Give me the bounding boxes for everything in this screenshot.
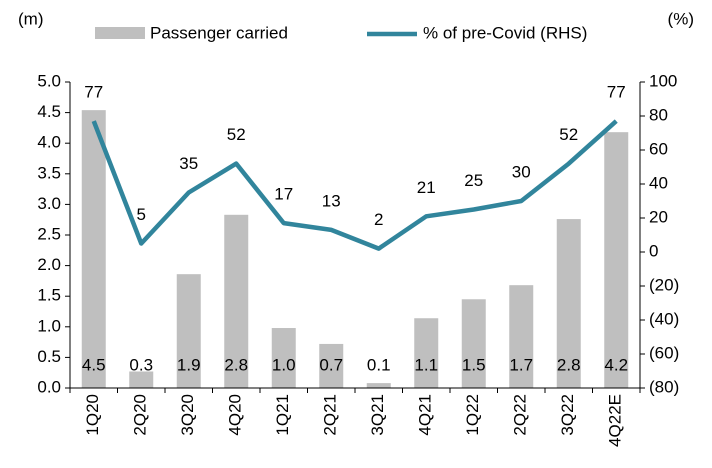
y2-tick-label: (60) xyxy=(649,343,679,362)
bar-value-label: 0.1 xyxy=(367,355,391,374)
x-tick-label: 2Q22 xyxy=(511,394,530,436)
y2-tick-label: (40) xyxy=(649,309,679,328)
line-value-label: 5 xyxy=(137,205,146,224)
y-tick-label: 1.0 xyxy=(37,316,61,335)
y2-tick-label: 80 xyxy=(649,105,668,124)
bar-value-label: 0.7 xyxy=(319,355,343,374)
y-tick-label: 4.5 xyxy=(37,102,61,121)
line-value-label: 13 xyxy=(322,191,341,210)
bar-value-label: 1.0 xyxy=(272,355,296,374)
bar-value-label: 1.5 xyxy=(462,355,486,374)
y-tick-label: 1.5 xyxy=(37,286,61,305)
line xyxy=(91,119,618,251)
y2-tick-label: (20) xyxy=(649,275,679,294)
line-value-label: 52 xyxy=(559,125,578,144)
legend-label: Passenger carried xyxy=(150,23,288,42)
bar xyxy=(556,219,581,388)
y2-tick-label: (80) xyxy=(649,377,679,396)
bar xyxy=(461,299,486,388)
bar-value-label: 2.8 xyxy=(224,355,248,374)
line-value-label: 52 xyxy=(227,125,246,144)
line-value-label: 30 xyxy=(512,162,531,181)
bar-value-label: 4.5 xyxy=(82,355,106,374)
y-tick-label: 3.5 xyxy=(37,163,61,182)
y2-tick-label: 20 xyxy=(649,207,668,226)
bar-value-label: 4.2 xyxy=(604,355,628,374)
bar xyxy=(271,328,296,388)
y-tick-label: 0.0 xyxy=(37,377,61,396)
x-tick-label: 2Q21 xyxy=(321,394,340,436)
x-tick-label: 3Q20 xyxy=(178,394,197,436)
bar xyxy=(366,383,391,388)
y-tick-label: 2.0 xyxy=(37,255,61,274)
bar xyxy=(129,371,154,388)
bar xyxy=(604,132,629,388)
legend-label: % of pre-Covid (RHS) xyxy=(423,23,587,42)
bar-value-label: 2.8 xyxy=(557,355,581,374)
line-value-label: 17 xyxy=(274,185,293,204)
y-tick-label: 3.0 xyxy=(37,194,61,213)
line-value-label: 21 xyxy=(417,178,436,197)
legend-swatch xyxy=(95,27,145,39)
line-value-label: 77 xyxy=(84,83,103,102)
x-tick-label: 2Q20 xyxy=(131,394,150,436)
y2-tick-label: 0 xyxy=(649,241,658,260)
bar xyxy=(224,214,249,388)
bar xyxy=(81,110,106,388)
bar xyxy=(509,285,534,388)
bar-value-label: 1.1 xyxy=(414,355,438,374)
x-tick-label: 4Q22E xyxy=(606,394,625,447)
y2-axis-label: (%) xyxy=(668,9,694,28)
line-value-label: 2 xyxy=(374,210,383,229)
x-tick-label: 4Q21 xyxy=(416,394,435,436)
y2-tick-label: 40 xyxy=(649,173,668,192)
y-tick-label: 0.5 xyxy=(37,347,61,366)
bar xyxy=(414,318,439,388)
x-tick-label: 1Q21 xyxy=(273,394,292,436)
bar-value-label: 0.3 xyxy=(129,355,153,374)
x-tick-label: 1Q22 xyxy=(463,394,482,436)
line-value-label: 35 xyxy=(179,154,198,173)
x-tick-label: 3Q21 xyxy=(368,394,387,436)
x-tick-label: 4Q20 xyxy=(226,394,245,436)
y-tick-label: 4.0 xyxy=(37,133,61,152)
x-tick-label: 1Q20 xyxy=(83,394,102,436)
y-tick-label: 2.5 xyxy=(37,224,61,243)
y2-tick-label: 60 xyxy=(649,139,668,158)
x-tick-label: 3Q22 xyxy=(558,394,577,436)
bar xyxy=(176,274,201,388)
bar xyxy=(319,343,344,388)
y-axis-label: (m) xyxy=(18,9,43,28)
bar-value-label: 1.7 xyxy=(509,355,533,374)
bar-value-label: 1.9 xyxy=(177,355,201,374)
y-tick-label: 5.0 xyxy=(37,71,61,90)
y2-tick-label: 100 xyxy=(649,71,677,90)
line-value-label: 77 xyxy=(607,83,626,102)
line-value-label: 25 xyxy=(464,171,483,190)
